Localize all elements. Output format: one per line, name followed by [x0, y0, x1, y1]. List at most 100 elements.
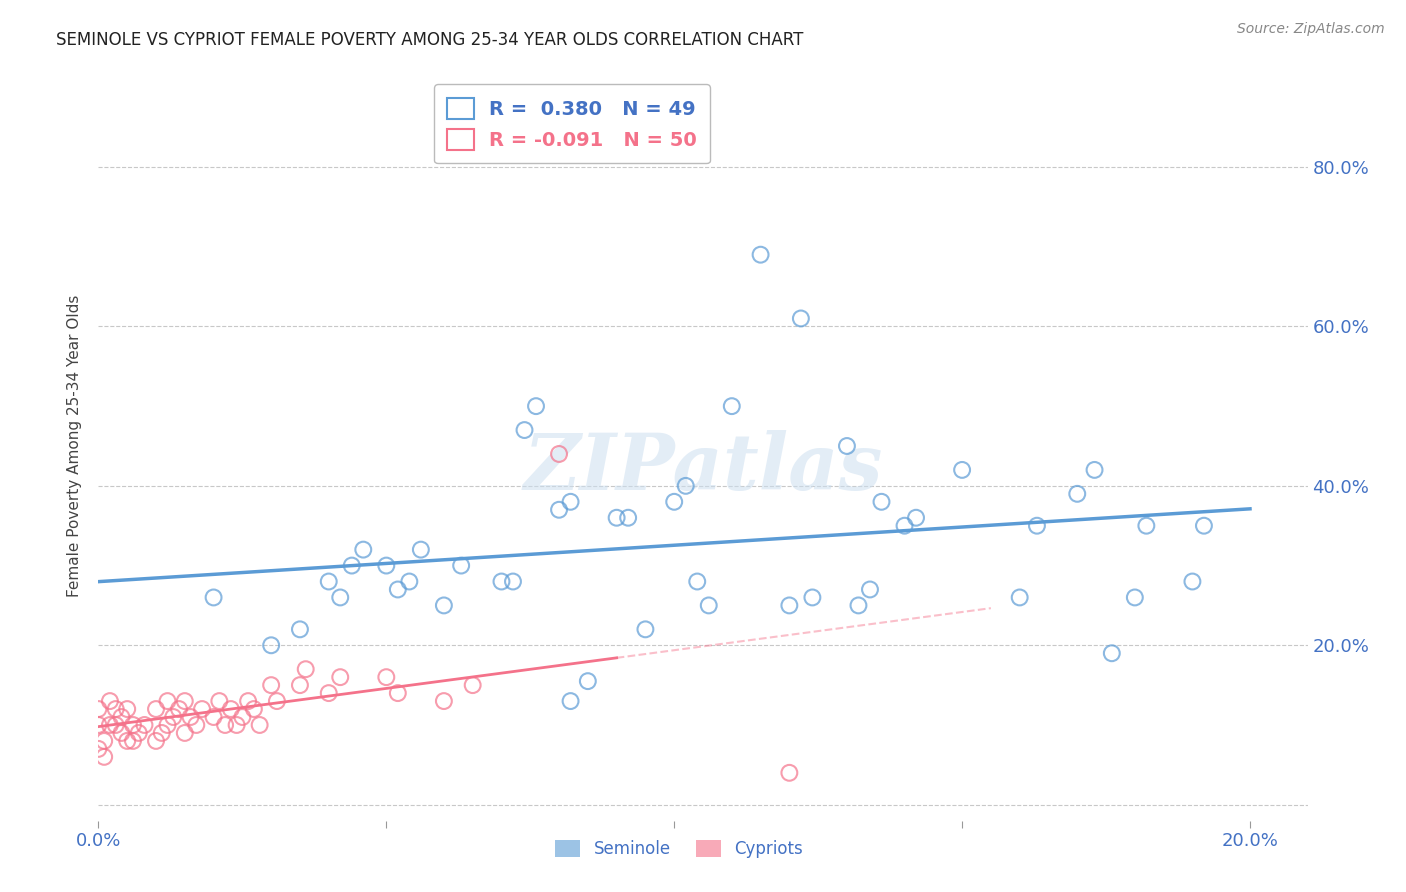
Point — [104, 702, 127, 716]
Point — [294, 662, 316, 676]
Point — [1192, 518, 1215, 533]
Point — [156, 718, 179, 732]
Point — [790, 311, 813, 326]
Point — [778, 765, 800, 780]
Point — [1083, 463, 1105, 477]
Point — [87, 742, 110, 756]
Point — [87, 702, 110, 716]
Point — [122, 734, 145, 748]
Point — [208, 694, 231, 708]
Point — [202, 591, 225, 605]
Point — [560, 495, 582, 509]
Point — [1135, 518, 1157, 533]
Point — [375, 558, 398, 573]
Point — [128, 726, 150, 740]
Point — [150, 726, 173, 740]
Point — [560, 694, 582, 708]
Point — [461, 678, 484, 692]
Point — [1123, 591, 1146, 605]
Point — [98, 694, 121, 708]
Text: ZIPatlas: ZIPatlas — [523, 430, 883, 507]
Point — [110, 710, 132, 724]
Point — [214, 718, 236, 732]
Point — [134, 718, 156, 732]
Point — [115, 734, 138, 748]
Point — [686, 574, 709, 589]
Point — [576, 674, 599, 689]
Point — [162, 710, 184, 724]
Point — [491, 574, 513, 589]
Point — [675, 479, 697, 493]
Point — [848, 599, 870, 613]
Point — [243, 702, 266, 716]
Point — [122, 718, 145, 732]
Point — [329, 591, 352, 605]
Point — [340, 558, 363, 573]
Point — [398, 574, 420, 589]
Point — [1101, 646, 1123, 660]
Point — [145, 702, 167, 716]
Point — [1181, 574, 1204, 589]
Point — [950, 463, 973, 477]
Point — [617, 510, 640, 524]
Point — [231, 710, 253, 724]
Point — [288, 623, 311, 637]
Point — [318, 686, 340, 700]
Point — [801, 591, 824, 605]
Point — [606, 510, 628, 524]
Point — [98, 718, 121, 732]
Text: SEMINOLE VS CYPRIOT FEMALE POVERTY AMONG 25-34 YEAR OLDS CORRELATION CHART: SEMINOLE VS CYPRIOT FEMALE POVERTY AMONG… — [56, 31, 804, 49]
Text: Source: ZipAtlas.com: Source: ZipAtlas.com — [1237, 22, 1385, 37]
Point — [266, 694, 288, 708]
Point — [167, 702, 190, 716]
Point — [219, 702, 242, 716]
Point — [870, 495, 893, 509]
Point — [634, 623, 657, 637]
Point — [664, 495, 686, 509]
Point — [191, 702, 214, 716]
Point — [225, 718, 247, 732]
Point — [387, 686, 409, 700]
Point — [110, 726, 132, 740]
Point — [318, 574, 340, 589]
Point — [104, 718, 127, 732]
Point — [260, 678, 283, 692]
Point — [905, 510, 928, 524]
Point — [720, 399, 742, 413]
Point — [288, 678, 311, 692]
Point — [260, 638, 283, 652]
Point — [1008, 591, 1031, 605]
Y-axis label: Female Poverty Among 25-34 Year Olds: Female Poverty Among 25-34 Year Olds — [67, 295, 83, 597]
Point — [93, 750, 115, 764]
Point — [173, 694, 195, 708]
Point — [433, 694, 456, 708]
Point — [835, 439, 858, 453]
Point — [893, 518, 915, 533]
Point — [450, 558, 472, 573]
Point — [387, 582, 409, 597]
Point — [352, 542, 374, 557]
Point — [329, 670, 352, 684]
Point — [156, 694, 179, 708]
Point — [697, 599, 720, 613]
Point — [409, 542, 432, 557]
Point — [375, 670, 398, 684]
Point — [1066, 487, 1088, 501]
Point — [93, 734, 115, 748]
Point — [249, 718, 271, 732]
Point — [236, 694, 259, 708]
Point — [859, 582, 882, 597]
Point — [180, 710, 202, 724]
Point — [186, 718, 208, 732]
Point — [145, 734, 167, 748]
Point — [87, 718, 110, 732]
Legend: Seminole, Cypriots: Seminole, Cypriots — [548, 833, 810, 864]
Point — [202, 710, 225, 724]
Point — [115, 702, 138, 716]
Point — [173, 726, 195, 740]
Point — [513, 423, 536, 437]
Point — [1026, 518, 1049, 533]
Point — [778, 599, 800, 613]
Point — [548, 447, 571, 461]
Point — [524, 399, 547, 413]
